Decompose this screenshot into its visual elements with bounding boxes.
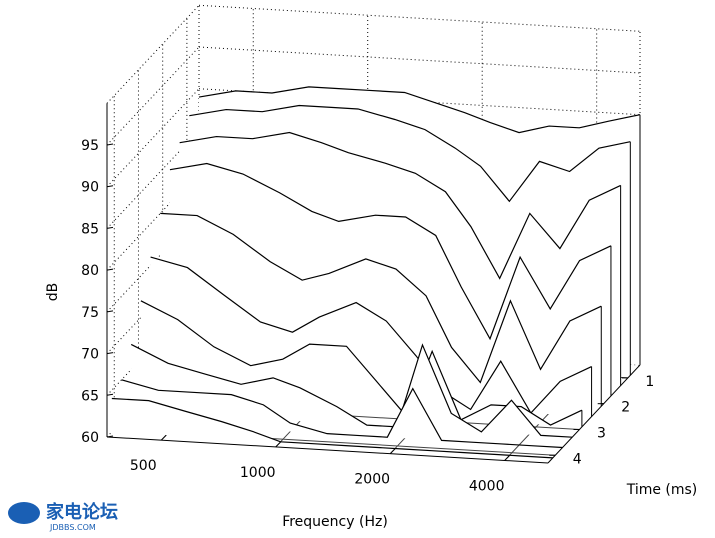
watermark-logo-icon — [8, 502, 40, 524]
z-tick-label: 85 — [81, 221, 99, 237]
slice-line — [189, 104, 631, 203]
z-tick — [106, 352, 114, 355]
z-tick — [106, 143, 114, 146]
slice-line — [169, 162, 612, 341]
y-axis-label: Time (ms) — [626, 482, 698, 498]
y-tick-label: 2 — [621, 400, 630, 416]
slice-line — [150, 256, 592, 415]
watermark-site: JDBBS.COM — [49, 523, 96, 532]
watermark: 家电论坛 JDBBS.COM — [8, 501, 118, 532]
x-axis-label: Frequency (Hz) — [282, 514, 388, 530]
x-tick — [504, 455, 511, 461]
x-tick-label: 1000 — [240, 465, 276, 481]
grid-line — [106, 88, 200, 188]
z-tick-label: 75 — [81, 305, 99, 321]
watermark-logo: 家电论坛 — [46, 501, 118, 523]
z-tick — [106, 435, 114, 438]
grid-line — [106, 46, 200, 146]
box-edge — [198, 4, 641, 32]
x-tick-label: 4000 — [469, 478, 505, 494]
y-tick-label: 4 — [573, 451, 582, 467]
slice-line — [121, 379, 563, 449]
z-tick — [106, 268, 114, 271]
z-tick — [106, 393, 114, 396]
x-tick-label: 2000 — [354, 472, 390, 488]
z-tick-label: 90 — [81, 180, 99, 196]
slice-fill — [121, 379, 563, 448]
slice-fill — [111, 398, 553, 458]
x-tick — [389, 448, 396, 455]
z-tick-label: 95 — [81, 138, 99, 154]
z-tick-label: 60 — [81, 430, 99, 446]
y-axis — [547, 364, 641, 464]
z-tick-label: 80 — [81, 263, 99, 279]
z-tick-label: 65 — [81, 388, 99, 404]
box-edge — [106, 4, 200, 104]
x-tick-label: 500 — [130, 458, 157, 474]
slice-line — [130, 343, 573, 438]
slice-line — [160, 212, 602, 384]
x-tick — [160, 434, 167, 441]
y-tick-label: 1 — [645, 374, 654, 390]
y-tick-label: 3 — [597, 425, 606, 441]
z-tick-label: 70 — [81, 347, 99, 363]
z-axis-label: dB — [45, 283, 61, 302]
z-tick — [106, 185, 114, 188]
slice-line — [179, 131, 621, 280]
x-axis — [106, 436, 549, 464]
x-tick — [275, 441, 282, 448]
z-tick — [106, 226, 114, 229]
z-tick — [106, 310, 114, 313]
grid-line — [198, 46, 641, 74]
slice-line — [198, 86, 641, 134]
slice-line — [111, 397, 553, 459]
